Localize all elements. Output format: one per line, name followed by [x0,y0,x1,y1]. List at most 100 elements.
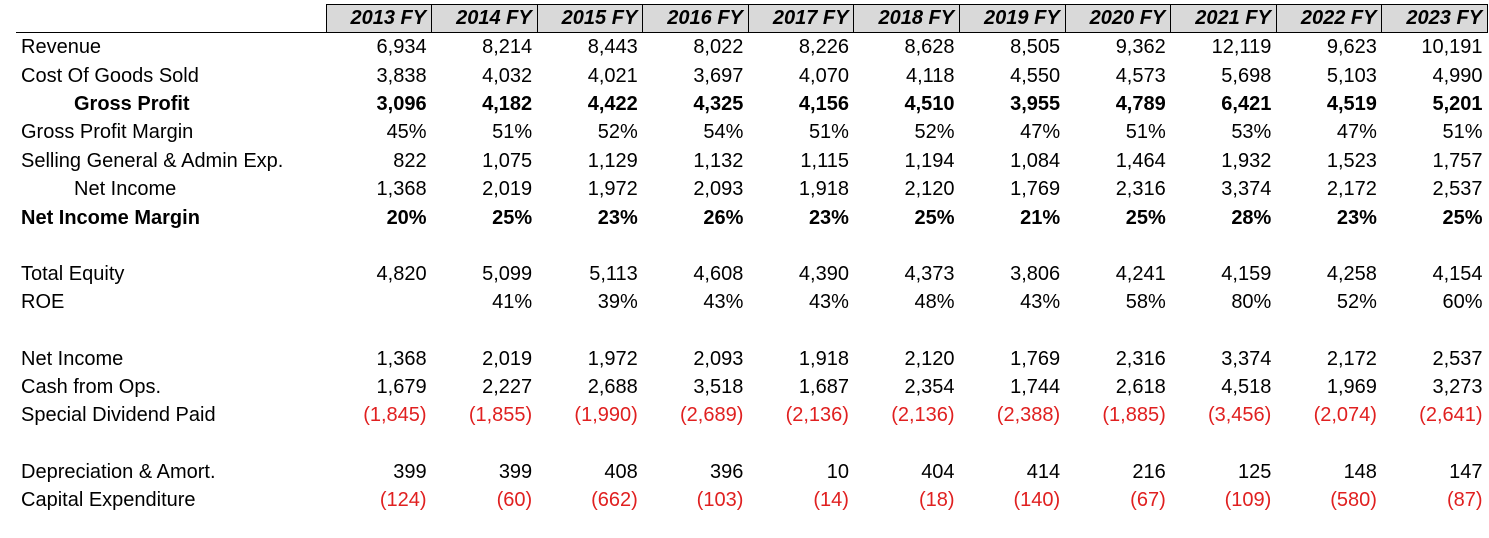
value-cell: 43% [808,291,849,314]
value-cell: 2,316 [1115,178,1166,201]
value-cell: 51% [1442,121,1483,144]
value-cell: 25% [914,206,955,229]
value-cell: 2,093 [693,178,744,201]
value-cell: 4,390 [798,262,849,285]
value-cell: 54% [703,121,744,144]
value-cell: 1,132 [693,149,744,172]
value-cell: (2,689) [680,404,744,427]
spacer-row [16,317,1488,345]
value-cell: 20% [386,206,427,229]
value-cell: 45% [386,121,427,144]
value-cell: (580) [1330,489,1377,512]
value-cell: 25% [1125,206,1166,229]
value-cell: 1,464 [1115,149,1166,172]
value-cell: 10 [826,460,849,483]
value-cell: 404 [921,460,955,483]
value-cell: 25% [492,206,533,229]
value-cell: 396 [710,460,744,483]
value-cell: 4,573 [1115,64,1166,87]
value-cell: 51% [492,121,533,144]
row-label: Total Equity [21,262,125,285]
value-cell: 3,374 [1221,178,1272,201]
value-cell: 52% [597,121,638,144]
value-cell: (87) [1446,489,1483,512]
value-cell: 12,119 [1211,36,1272,59]
row-total-equity: Total Equity 4,820 5,099 5,113 4,608 4,390 4,3… [16,260,1488,288]
value-cell: 4,182 [482,92,533,115]
row-gross-profit-margin: Gross Profit Margin 45% 51% 52% 54% 51% 52% 47%… [16,118,1488,146]
value-cell: 8,443 [587,36,638,59]
year-header-2018-fy: 2018 FY [853,4,961,33]
spacer-row [16,430,1488,458]
value-cell: 1,972 [587,178,638,201]
header-corner-cell [16,4,326,33]
value-cell: (140) [1013,489,1061,512]
value-cell: 1,084 [1010,149,1061,172]
value-cell: 4,373 [904,262,955,285]
value-cell: 2,537 [1432,347,1483,370]
value-cell: 414 [1026,460,1061,483]
value-cell: 43% [703,291,744,314]
value-cell: 39% [597,291,638,314]
financial-table: 2013 FY 2014 FY 2015 FY 2016 FY 2017 FY 2018 … [16,4,1489,514]
value-cell: 2,172 [1326,347,1377,370]
value-cell: 5,103 [1326,64,1377,87]
spacer-row [16,232,1488,260]
value-cell: (1,885) [1102,404,1166,427]
value-cell: (67) [1130,489,1166,512]
row-label: Selling General & Admin Exp. [21,149,284,172]
value-cell: 1,115 [800,149,849,172]
value-cell: 4,519 [1326,92,1377,115]
value-cell: (662) [591,489,638,512]
value-cell: 4,608 [693,262,744,285]
value-cell: 408 [604,460,638,483]
value-cell: 43% [1020,291,1061,314]
value-cell: 48% [914,291,955,314]
value-cell: 3,518 [693,376,744,399]
value-cell: 1,129 [587,149,638,172]
value-cell: 4,118 [905,64,955,87]
year-header-2014-fy: 2014 FY [431,4,538,33]
value-cell: 8,022 [693,36,744,59]
value-cell: 1,679 [376,376,427,399]
value-cell: 3,838 [376,64,427,87]
value-cell: 3,955 [1010,92,1061,115]
value-cell: (2,136) [891,404,955,427]
year-header-2017-fy: 2017 FY [747,4,855,33]
value-cell: 1,757 [1432,149,1483,172]
value-cell: 147 [1449,460,1483,483]
spacer-cell [16,317,1488,345]
value-cell: 52% [1336,291,1377,314]
row-label: Gross Profit [74,92,190,115]
row-label: Cost Of Goods Sold [21,64,199,87]
value-cell: 1,969 [1326,376,1377,399]
value-cell: 1,368 [376,178,427,201]
value-cell: 4,518 [1221,376,1272,399]
value-cell: 6,421 [1221,92,1272,115]
value-cell: 23% [597,206,638,229]
value-cell: (2,136) [785,404,849,427]
value-cell: 2,688 [587,376,638,399]
row-revenue: Revenue 6,934 8,214 8,443 8,022 8,226 8,628 8,5… [16,33,1488,62]
value-cell: 5,698 [1221,64,1272,87]
value-cell: 2,316 [1115,347,1166,370]
value-cell: 2,019 [482,178,533,201]
value-cell: 3,697 [693,64,744,87]
row-label: Net Income Margin [21,206,200,229]
value-cell: 9,362 [1115,36,1166,59]
row-net-income: Net Income 1,368 2,019 1,972 2,093 1,918 2,120… [16,175,1488,203]
value-cell: 25% [1442,206,1483,229]
value-cell: 1,972 [587,347,638,370]
value-cell: 51% [808,121,849,144]
row-net-income-margin: Net Income Margin 20% 25% 23% 26% 23% 25% 21% 25… [16,203,1488,231]
year-header-2016-fy: 2016 FY [642,4,749,33]
value-cell: 4,070 [798,64,849,87]
year-header-2013-fy: 2013 FY [325,4,433,33]
value-cell: 125 [1237,460,1272,483]
value-cell: (1,990) [574,404,638,427]
value-cell: 4,325 [693,92,744,115]
value-cell: 4,820 [376,262,427,285]
value-cell [326,288,432,316]
value-cell: 4,550 [1010,64,1061,87]
